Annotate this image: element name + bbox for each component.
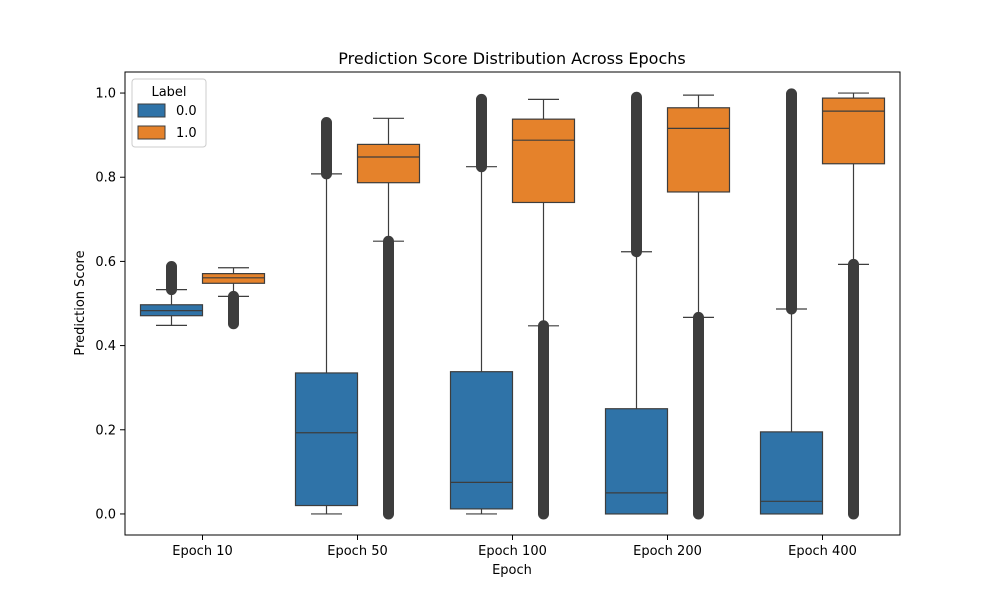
legend-swatch (137, 103, 166, 118)
box-group (356, 117, 421, 520)
legend: Label 0.0 1.0 (131, 78, 207, 148)
y-axis-label: Prediction Score (73, 250, 88, 355)
chart-title: Prediction Score Distribution Across Epo… (338, 49, 685, 68)
x-tick-label: Epoch 400 (788, 544, 857, 559)
x-tick-label: Epoch 100 (478, 544, 547, 559)
x-tick-label: Epoch 50 (327, 544, 387, 559)
box (356, 143, 421, 184)
box (449, 371, 514, 510)
box (759, 431, 824, 515)
box-group (294, 117, 359, 515)
box (201, 273, 266, 284)
box-group (666, 94, 731, 520)
outlier-band-low (848, 258, 859, 520)
legend-title: Label (151, 85, 186, 100)
box (666, 107, 731, 193)
outlier-band-low (383, 235, 394, 520)
outlier-band-high (631, 91, 642, 258)
box (604, 408, 669, 515)
x-axis-label: Epoch (492, 563, 532, 578)
box-group (604, 91, 669, 515)
y-tick-label: 0.4 (95, 339, 116, 354)
y-tick-label: 0.2 (95, 423, 116, 438)
x-tick-label: Epoch 10 (172, 544, 232, 559)
outlier-band-high (476, 93, 487, 173)
legend-entry-label: 0.0 (176, 104, 197, 119)
box-group (511, 98, 576, 520)
box-group (821, 92, 886, 520)
outlier-band-high (321, 117, 332, 180)
box-group (759, 88, 824, 515)
y-tick-label: 0.8 (95, 171, 116, 186)
x-tick-label: Epoch 200 (633, 544, 702, 559)
y-tick-label: 0.0 (95, 507, 116, 522)
outlier-band-low (228, 290, 239, 330)
outlier-band-low (693, 311, 704, 520)
outlier-band-high (166, 260, 177, 296)
y-tick-label: 0.6 (95, 255, 116, 270)
box (821, 97, 886, 165)
outlier-band-low (538, 320, 549, 520)
y-tick-label: 1.0 (95, 87, 116, 102)
box-group (449, 93, 514, 515)
legend-entry-label: 1.0 (176, 126, 197, 141)
outlier-band-high (786, 88, 797, 315)
axis-layer: 0.0 0.2 0.4 0.6 0.8 1.0 Epoch 10 Epoch 50 Epoch … (95, 87, 857, 559)
plot-layer (139, 88, 886, 520)
legend-swatch (137, 125, 166, 140)
box (511, 118, 576, 204)
box-group (139, 260, 204, 326)
box-group (201, 267, 266, 330)
box (294, 372, 359, 507)
